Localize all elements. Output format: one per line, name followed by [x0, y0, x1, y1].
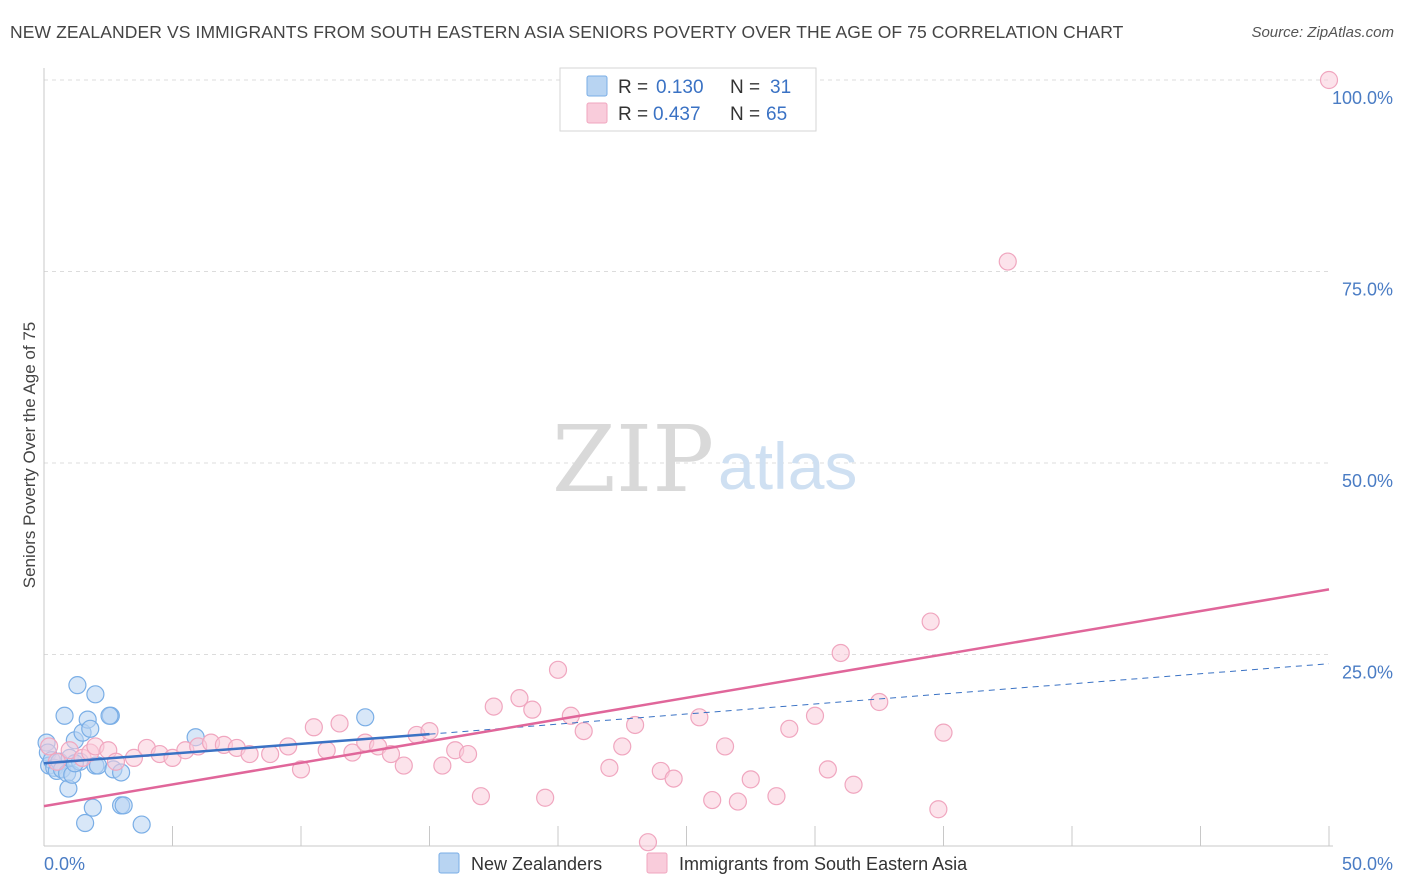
series-legend-label-immigrants: Immigrants from South Eastern Asia — [679, 854, 968, 874]
point-immigrants-42 — [600, 758, 619, 777]
point-immigrants-21 — [304, 718, 323, 737]
point-new-zealanders-14 — [68, 676, 87, 695]
point-new-zealanders-33 — [356, 708, 375, 727]
y-tick-label-3: 100.0% — [1332, 88, 1393, 108]
point-immigrants-63 — [998, 252, 1017, 271]
point-new-zealanders-18 — [81, 719, 100, 738]
point-immigrants-31 — [433, 756, 452, 775]
point-immigrants-38 — [536, 788, 555, 807]
point-immigrants-20 — [291, 760, 311, 779]
point-immigrants-58 — [844, 775, 863, 794]
point-immigrants-61 — [929, 800, 948, 819]
legend-n-label-0: N = — [730, 77, 760, 98]
legend-n-value-0: 31 — [770, 77, 791, 98]
point-immigrants-33 — [458, 744, 478, 764]
point-immigrants-18 — [261, 744, 280, 764]
watermark-atlas: atlas — [718, 429, 857, 503]
point-new-zealanders-27 — [100, 706, 119, 725]
point-immigrants-44 — [625, 715, 645, 735]
point-new-zealanders-21 — [86, 685, 105, 704]
gridlines — [44, 79, 1329, 655]
series-immigrants-points — [40, 70, 1339, 852]
legend-r-value-1: 0.437 — [653, 104, 701, 125]
point-immigrants-49 — [703, 790, 722, 810]
point-immigrants-55 — [805, 706, 825, 725]
point-immigrants-53 — [767, 787, 786, 806]
point-immigrants-62 — [934, 723, 953, 742]
trend-line-immigrants — [43, 588, 1330, 808]
trend-line-new-zealanders — [43, 732, 430, 765]
trend-lines — [43, 588, 1330, 808]
series-legend: New Zealanders Immigrants from South Eas… — [438, 852, 968, 874]
series-legend-swatch-immigrants — [646, 852, 668, 874]
x-tick-labels: 0.0% 50.0% — [44, 854, 1393, 874]
point-immigrants-7 — [106, 752, 126, 771]
point-immigrants-30 — [420, 721, 439, 741]
y-tick-label-2: 75.0% — [1342, 280, 1393, 300]
point-immigrants-37 — [523, 700, 542, 719]
correlation-legend: R = 0.130 N = 31 R = 0.437 N = 65 — [559, 67, 817, 132]
point-immigrants-47 — [664, 769, 683, 788]
source-attribution: Source: ZipAtlas.com — [1251, 24, 1394, 41]
trend-line-new-zealanders-extended — [429, 663, 1330, 735]
series-legend-swatch-new-zealanders — [438, 852, 460, 874]
y-tick-label-1: 50.0% — [1342, 471, 1393, 491]
series-legend-label-new-zealanders: New Zealanders — [471, 854, 602, 874]
legend-r-value-0: 0.130 — [656, 77, 704, 98]
chart-title: NEW ZEALANDER VS IMMIGRANTS FROM SOUTH E… — [10, 22, 1124, 42]
point-immigrants-50 — [715, 737, 735, 756]
point-immigrants-59 — [870, 692, 889, 712]
point-immigrants-17 — [240, 744, 259, 764]
point-immigrants-45 — [638, 833, 658, 852]
point-immigrants-60 — [921, 612, 940, 631]
y-tick-labels: 25.0% 50.0% 75.0% 100.0% — [1332, 88, 1393, 683]
point-immigrants-34 — [471, 787, 490, 806]
point-immigrants-51 — [728, 792, 748, 811]
axes — [43, 68, 1333, 847]
point-immigrants-39 — [548, 660, 568, 679]
point-immigrants-52 — [741, 770, 760, 789]
point-immigrants-54 — [780, 719, 799, 738]
legend-n-value-1: 65 — [766, 104, 787, 125]
point-immigrants-57 — [831, 643, 850, 663]
point-immigrants-48 — [690, 708, 709, 727]
point-immigrants-35 — [484, 697, 503, 716]
y-tick-label-0: 25.0% — [1342, 663, 1393, 683]
legend-swatch-blue — [586, 75, 608, 97]
watermark-zip: ZIP — [552, 406, 714, 513]
watermark: ZIP atlas — [552, 406, 857, 513]
point-immigrants-22 — [317, 741, 336, 760]
point-new-zealanders-16 — [76, 813, 95, 833]
point-new-zealanders-29 — [114, 796, 133, 815]
point-new-zealanders-31 — [132, 815, 151, 834]
point-immigrants-23 — [330, 714, 349, 733]
legend-swatch-pink — [586, 102, 608, 124]
point-immigrants-64 — [1319, 70, 1339, 90]
point-immigrants-43 — [613, 737, 632, 756]
x-tick-label-1: 50.0% — [1342, 854, 1393, 874]
point-immigrants-27 — [381, 744, 401, 764]
point-immigrants-0 — [40, 737, 59, 756]
point-new-zealanders-8 — [55, 706, 74, 725]
point-immigrants-41 — [574, 721, 593, 741]
point-new-zealanders-19 — [83, 798, 102, 817]
legend-r-label-1: R = — [618, 104, 648, 125]
point-immigrants-36 — [510, 689, 529, 708]
legend-n-label-1: N = — [730, 104, 760, 125]
legend-r-label-0: R = — [618, 77, 648, 98]
point-immigrants-28 — [394, 756, 413, 775]
x-tick-label-0: 0.0% — [44, 854, 85, 874]
point-immigrants-56 — [818, 760, 837, 779]
